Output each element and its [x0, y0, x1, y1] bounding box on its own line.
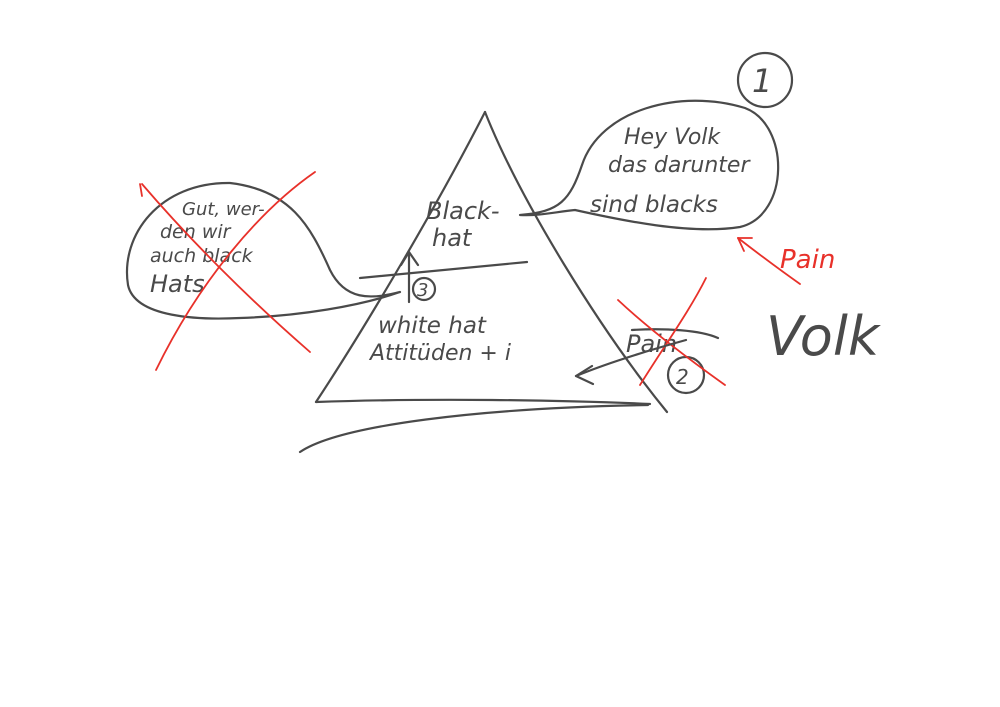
volk-label: Volk — [766, 305, 882, 368]
pyramid-bottom-label-line1: white hat — [378, 313, 487, 339]
left-bubble-cross-out — [139, 171, 316, 371]
up-arrow — [399, 250, 420, 304]
bubble-right-line2: das darunter — [608, 153, 751, 178]
bubble-left-line3: auch black — [150, 245, 254, 267]
ground-curve — [298, 403, 650, 454]
bubble-right-line1: Hey Volk — [624, 125, 721, 150]
marker-2: 2 — [676, 365, 689, 389]
bubble-left-line4: Hats — [150, 270, 205, 298]
red-arrow — [737, 237, 801, 285]
pyramid-divider — [358, 260, 529, 280]
pyramid-right-edge — [483, 110, 669, 414]
marker-3: 3 — [417, 280, 428, 301]
pyramid-top-label-line2: hat — [432, 224, 473, 252]
marker-1-circle — [736, 51, 794, 109]
pain-red-label: Pain — [780, 245, 835, 275]
pyramid-bottom-label-line2: Attitüden + i — [368, 341, 511, 366]
marker-3-circle — [411, 276, 437, 302]
speech-bubble-right — [518, 99, 780, 231]
left-arrow — [574, 338, 688, 386]
pyramid-base — [314, 398, 652, 406]
bubble-left-line2: den wir — [160, 221, 232, 243]
bubble-right-line3: sind blacks — [590, 192, 718, 218]
pyramid-top-label-line1: Black- — [426, 197, 500, 225]
marker-1: 1 — [752, 62, 772, 100]
pain-underline — [630, 328, 720, 340]
bubble-left-line1: Gut, wer- — [182, 199, 265, 220]
speech-bubble-left — [125, 181, 402, 320]
